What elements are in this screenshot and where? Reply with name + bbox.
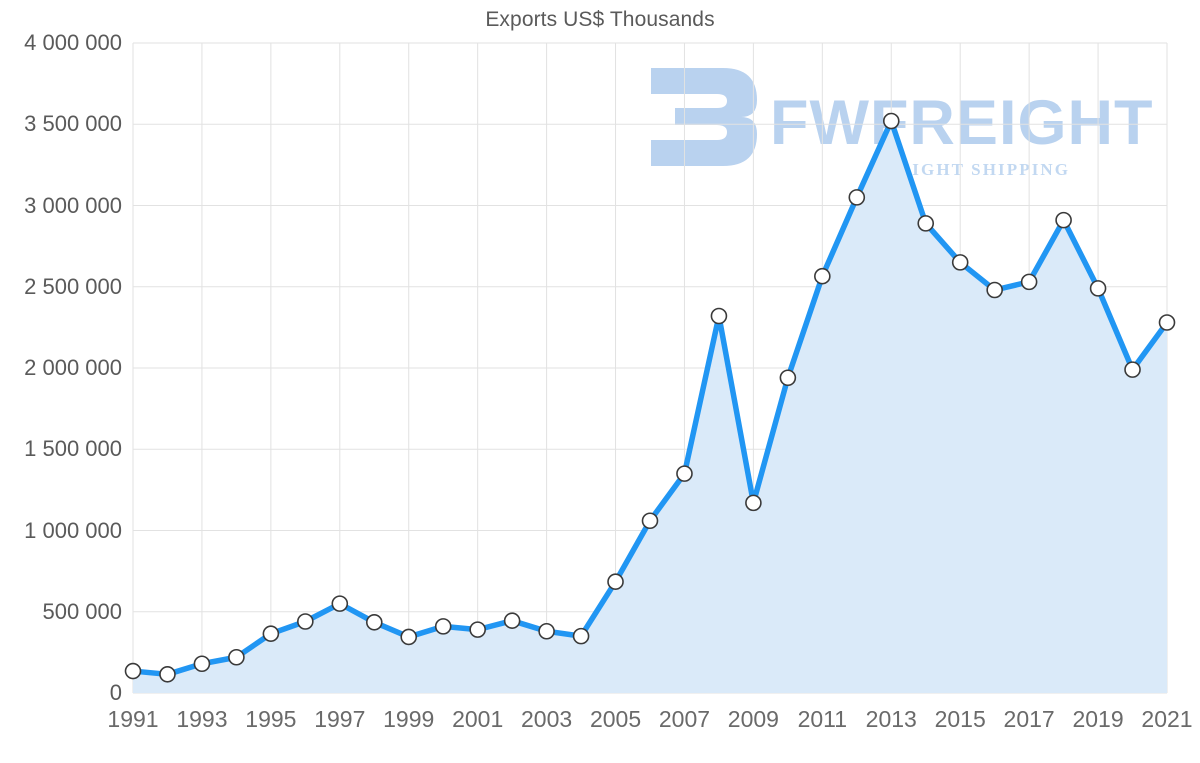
data-point-marker[interactable]	[1158, 314, 1176, 331]
data-point-marker[interactable]	[641, 512, 659, 530]
data-point-marker[interactable]	[434, 618, 452, 635]
data-point-marker[interactable]	[882, 112, 900, 130]
data-point-marker[interactable]	[951, 254, 969, 271]
data-point-marker[interactable]	[607, 573, 624, 590]
series-markers	[124, 112, 1176, 683]
y-tick-label: 4 000 000	[24, 30, 122, 55]
data-point-marker[interactable]	[572, 627, 590, 645]
x-tick-label: 2015	[934, 706, 986, 732]
data-point-marker[interactable]	[538, 622, 555, 640]
x-tick-label: 1991	[107, 706, 159, 732]
data-point-marker[interactable]	[193, 655, 211, 673]
data-point-marker[interactable]	[779, 369, 797, 387]
y-tick-label: 3 000 000	[24, 192, 122, 218]
data-point-marker[interactable]	[124, 662, 142, 680]
data-point-marker[interactable]	[331, 595, 349, 612]
data-point-marker[interactable]	[228, 648, 245, 666]
data-point-marker[interactable]	[503, 612, 521, 629]
data-point-marker[interactable]	[814, 267, 831, 285]
x-tick-label: 2021	[1141, 706, 1193, 732]
data-point-marker[interactable]	[710, 307, 728, 325]
x-tick-label: 2019	[1072, 706, 1124, 732]
y-tick-label: 0	[109, 680, 122, 705]
data-point-marker[interactable]	[365, 614, 383, 631]
x-tick-label: 1999	[383, 706, 435, 732]
data-point-marker[interactable]	[159, 666, 176, 683]
x-tick-label: 2005	[589, 706, 642, 732]
x-tick-label: 2013	[865, 706, 917, 732]
y-tick-label: 1 500 000	[24, 436, 122, 462]
x-tick-label: 1993	[176, 706, 228, 732]
x-tick-label: 2001	[452, 706, 504, 732]
x-tick-label: 2003	[521, 706, 573, 732]
x-tick-label: 1997	[314, 706, 366, 732]
data-point-marker[interactable]	[262, 625, 280, 642]
data-point-marker[interactable]	[469, 621, 486, 638]
y-tick-label: 2 000 000	[24, 355, 122, 380]
data-point-marker[interactable]	[848, 189, 866, 206]
x-tick-label: 2009	[727, 706, 779, 732]
x-tick-label: 2017	[1003, 706, 1055, 732]
y-tick-label: 2 500 000	[24, 273, 122, 299]
data-point-marker[interactable]	[297, 613, 314, 630]
y-tick-label: 1 000 000	[24, 517, 122, 543]
y-tick-label: 3 500 000	[24, 111, 122, 137]
series-area-fill	[133, 121, 1167, 693]
chart-title: Exports US$ Thousands	[485, 8, 715, 31]
x-tick-label: 2011	[797, 706, 848, 732]
data-point-marker[interactable]	[676, 465, 693, 482]
y-tick-label: 500 000	[42, 598, 122, 624]
data-point-marker[interactable]	[917, 215, 935, 232]
data-point-marker[interactable]	[1089, 280, 1107, 297]
data-point-marker[interactable]	[745, 494, 762, 512]
data-point-marker[interactable]	[1020, 273, 1038, 291]
data-point-marker[interactable]	[1055, 211, 1072, 229]
x-tick-label: 2007	[658, 706, 711, 732]
data-point-marker[interactable]	[400, 628, 418, 646]
x-tick-label: 1995	[245, 706, 297, 732]
data-point-marker[interactable]	[986, 281, 1003, 299]
data-point-marker[interactable]	[1124, 361, 1141, 378]
